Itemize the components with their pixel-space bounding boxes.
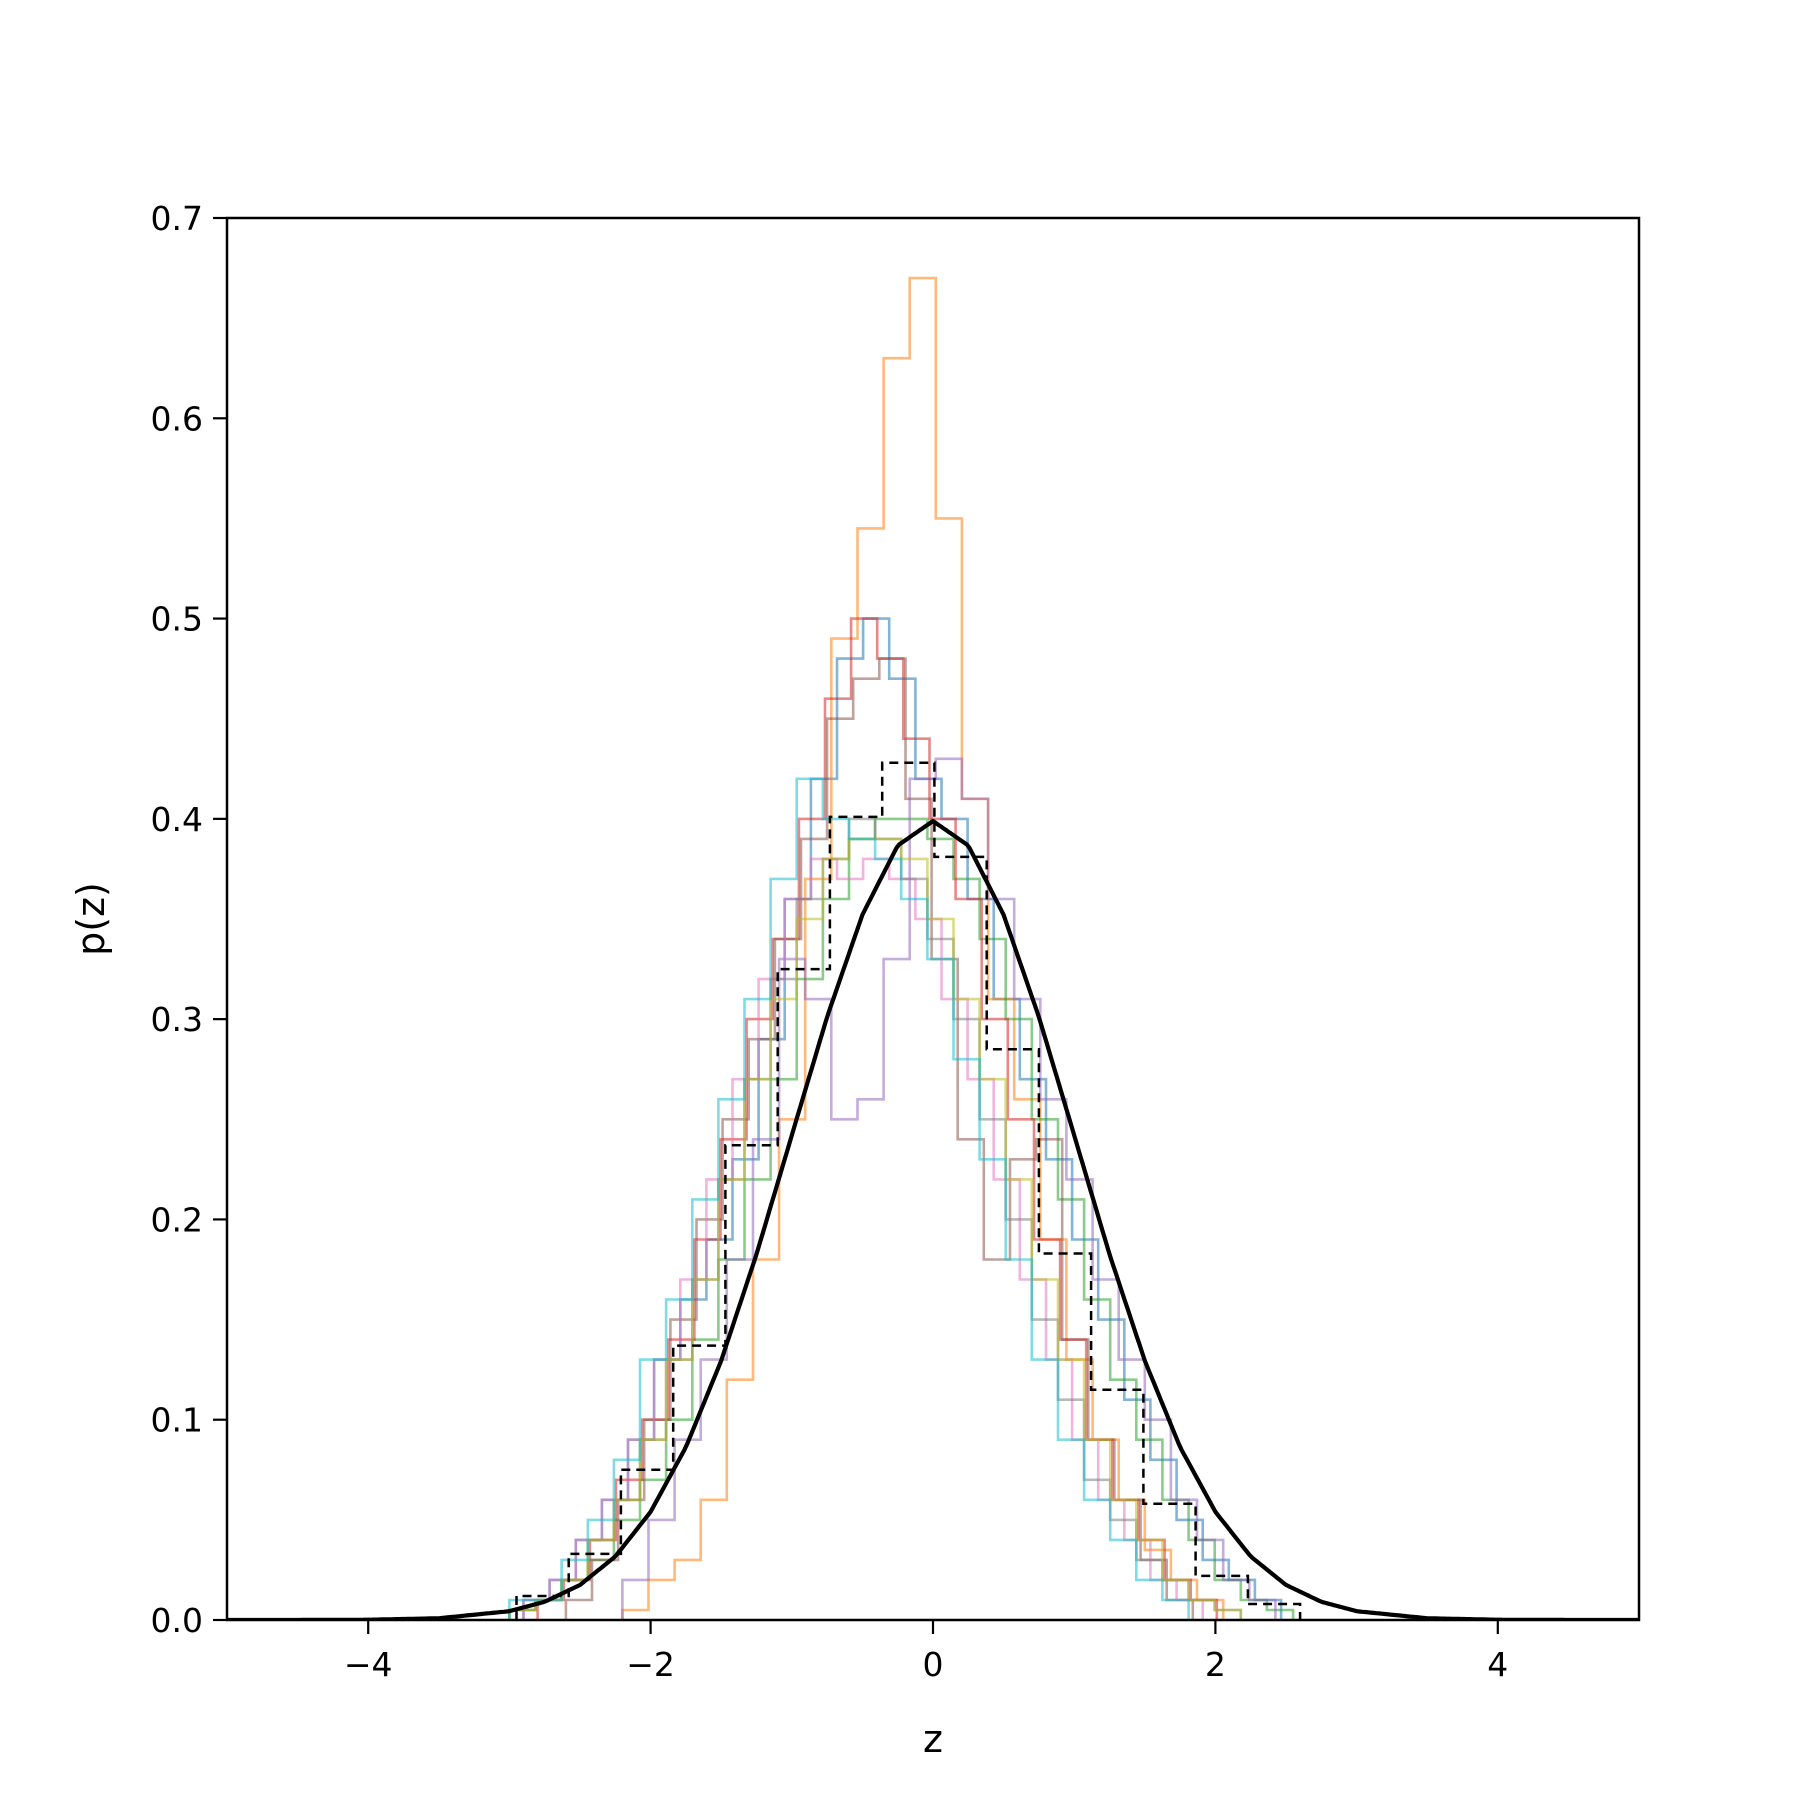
y-tick-label: 0.6 bbox=[151, 399, 203, 438]
x-tick-label: 0 bbox=[923, 1645, 944, 1684]
y-tick-label: 0.1 bbox=[151, 1401, 203, 1440]
x-tick-label: −4 bbox=[344, 1645, 393, 1684]
y-tick-label: 0.2 bbox=[151, 1200, 203, 1239]
density-curve-layer bbox=[227, 818, 1639, 1620]
y-tick-label: 0.5 bbox=[151, 600, 203, 639]
x-tick-label: 4 bbox=[1487, 1645, 1508, 1684]
y-tick-label: 0.0 bbox=[151, 1601, 203, 1640]
histogram-series-3 bbox=[508, 817, 1295, 1620]
y-axis-label: p(z) bbox=[69, 882, 113, 956]
histogram-series-5 bbox=[621, 757, 1277, 1620]
histogram-series-10 bbox=[508, 777, 1190, 1620]
x-tick-label: 2 bbox=[1205, 1645, 1226, 1684]
y-axis: 0.0 0.1 0.2 0.3 0.4 0.5 0.6 0.7 bbox=[151, 199, 227, 1640]
histogram-layer bbox=[508, 276, 1295, 1620]
reference-histogram bbox=[515, 761, 1302, 1620]
histogram-series-7 bbox=[522, 857, 1204, 1620]
plot-area bbox=[227, 276, 1639, 1620]
x-tick-label: −2 bbox=[626, 1645, 675, 1684]
histogram-series-2 bbox=[621, 276, 1225, 1620]
histogram-series-6 bbox=[564, 657, 1195, 1620]
reference-histogram-layer bbox=[515, 761, 1302, 1620]
x-axis-label: z bbox=[923, 1717, 943, 1761]
density-curve bbox=[227, 818, 1639, 1620]
y-tick-label: 0.3 bbox=[151, 1000, 203, 1039]
y-tick-label: 0.7 bbox=[151, 199, 203, 238]
histogram-series-4 bbox=[536, 617, 1219, 1620]
y-tick-label: 0.4 bbox=[151, 800, 203, 839]
x-axis: −4 −2 0 2 4 bbox=[344, 1620, 1508, 1684]
